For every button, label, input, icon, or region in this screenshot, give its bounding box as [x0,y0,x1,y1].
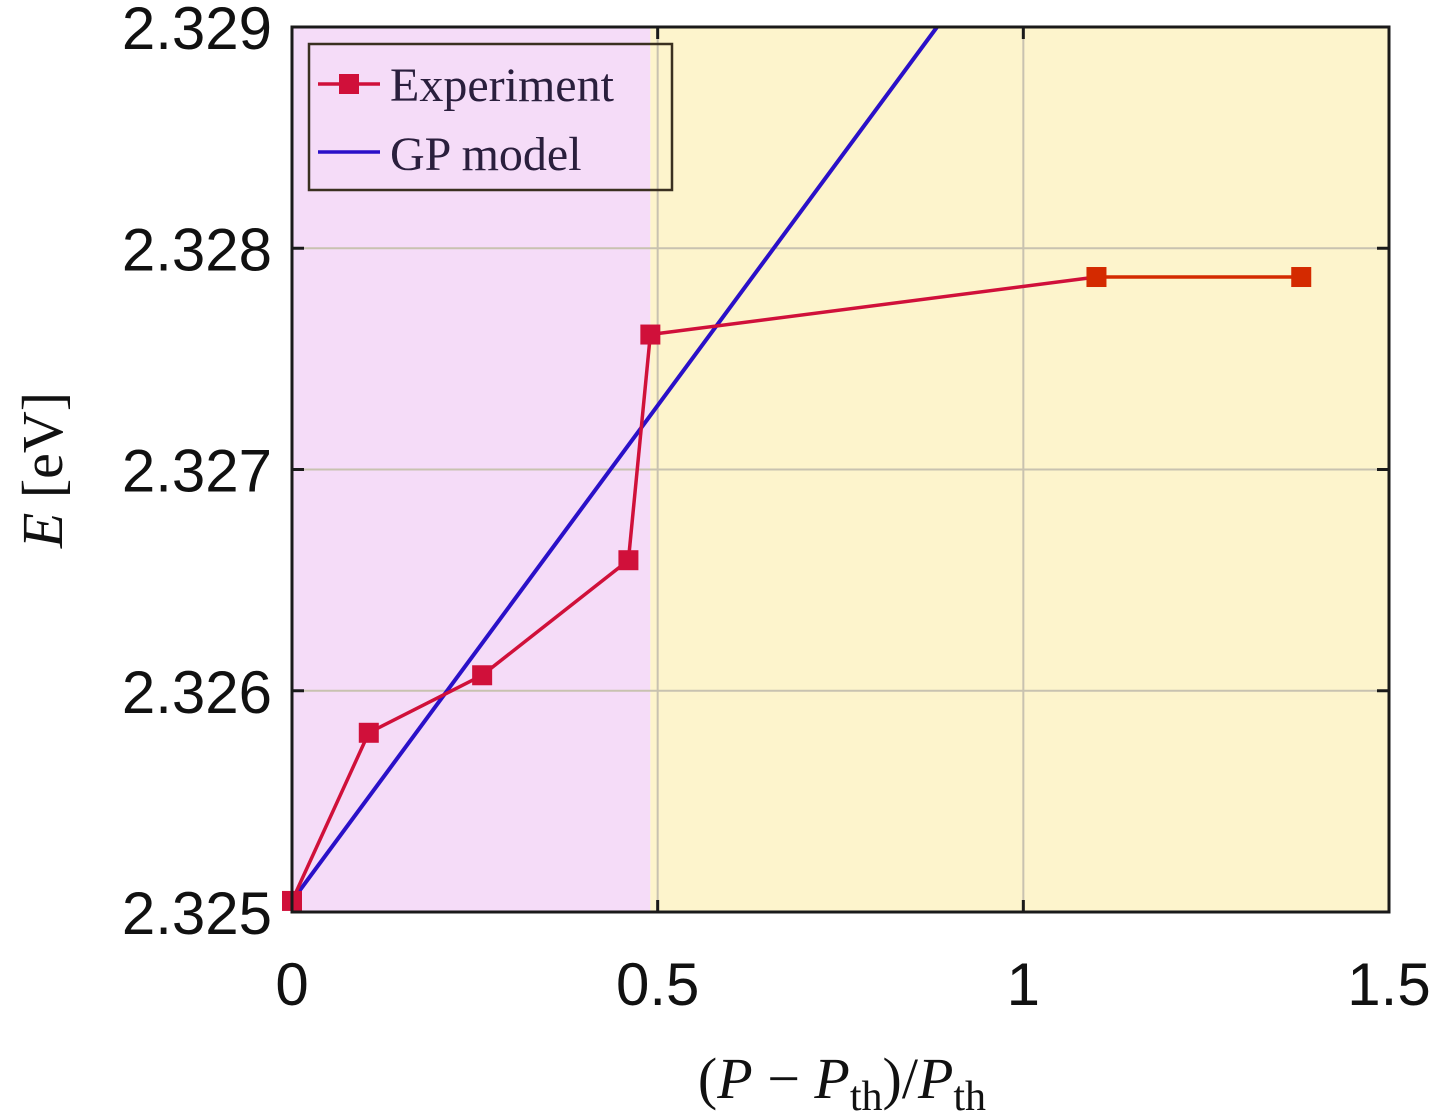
x-tick-label: 1 [1007,951,1040,1018]
y-axis-title: E [eV] [10,392,75,549]
legend-box [307,42,674,192]
series-markers [282,267,1312,911]
experiment-point [640,324,661,345]
gp-model-line [290,25,939,903]
legend: Experiment GP model [307,42,674,192]
experiment-segment [290,732,371,902]
experiment-segment [626,334,653,561]
experiment-point [618,550,639,571]
experiment-point [472,665,493,686]
y-tick-label: 2.329 [122,0,272,62]
x-axis-title: (P − Pth)/Pth [698,1046,986,1116]
experiment-segment [481,558,630,677]
x-tick-label: 0 [275,951,308,1018]
experiment-point [1291,267,1312,288]
y-tick-label: 2.328 [122,216,272,283]
x-tick-label: 0.5 [616,951,699,1018]
x-tick-label: 1.5 [1347,951,1430,1018]
legend-marker-experiment [339,74,359,94]
experiment-segment [650,275,1097,337]
axis-ticks [290,25,1391,914]
experiment-segment [367,673,483,735]
legend-label-experiment: Experiment [390,59,615,112]
series-lines [290,25,1302,903]
y-tick-label: 2.327 [122,438,272,505]
tick-labels: 0 0.5 1 1.5 2.325 2.326 2.327 2.328 2.329 [122,0,1431,1018]
y-tick-label: 2.325 [122,880,272,947]
legend-label-gp-model: GP model [390,128,582,181]
y-tick-label: 2.326 [122,659,272,726]
experiment-point [1086,267,1107,288]
experiment-point [358,722,379,743]
